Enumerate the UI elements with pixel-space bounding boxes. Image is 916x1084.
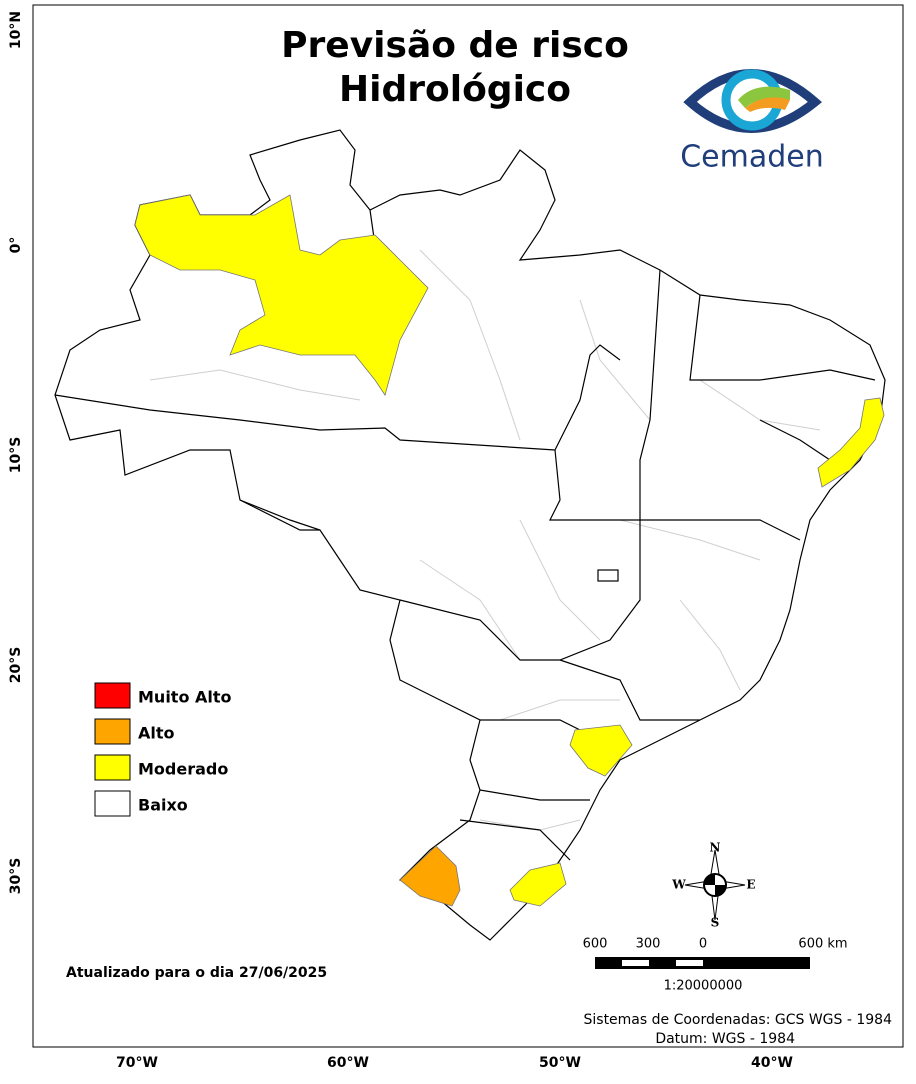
- lon-label: 60°W: [327, 1055, 369, 1071]
- scale-ratio: 1:20000000: [664, 979, 743, 994]
- legend-label: Muito Alto: [138, 688, 232, 707]
- legend-swatch: [94, 718, 131, 745]
- scale-label: 600 km: [798, 937, 847, 952]
- compass-letter: E: [746, 878, 755, 892]
- lat-label: 0°: [8, 237, 24, 254]
- scale-label: 300: [636, 937, 661, 952]
- scale-label: 600: [583, 937, 608, 952]
- scale-label: 0: [699, 937, 707, 952]
- datum: Datum: WGS - 1984: [655, 1031, 795, 1047]
- region-moderate: [569, 724, 633, 777]
- lon-label: 40°W: [751, 1055, 793, 1071]
- lon-labels: 70°W 60°W 50°W 40°W: [116, 1055, 793, 1071]
- title-line: Previsão de risco: [281, 25, 629, 66]
- lat-label: 10°N: [8, 11, 24, 49]
- legend-swatch: [94, 754, 131, 781]
- compass-letter: N: [710, 841, 721, 855]
- scale-bar: 600 300 0 600 km 1:20000000: [583, 937, 848, 994]
- logo-text: Cemaden: [680, 140, 824, 175]
- region-moderate: [817, 397, 885, 488]
- region-moderate: [134, 194, 429, 396]
- lat-label: 30°S: [8, 858, 24, 895]
- legend-label: Moderado: [138, 760, 228, 779]
- legend-swatch: [94, 790, 131, 817]
- lon-label: 50°W: [539, 1055, 581, 1071]
- legend: Muito Alto Alto Moderado Baixo: [94, 682, 232, 817]
- coordinate-system: Sistemas de Coordenadas: GCS WGS - 1984: [584, 1012, 893, 1028]
- update-date: Atualizado para o dia 27/06/2025: [66, 965, 327, 981]
- compass: N S E W: [671, 841, 755, 930]
- compass-letter: S: [711, 916, 720, 930]
- lon-label: 70°W: [116, 1055, 158, 1071]
- legend-label: Baixo: [138, 796, 188, 815]
- title-line: Hidrológico: [339, 69, 571, 110]
- lat-label: 10°S: [8, 437, 24, 474]
- legend-swatch: [94, 682, 131, 709]
- lat-label: 20°S: [8, 647, 24, 684]
- logo: Cemaden: [680, 69, 824, 175]
- compass-letter: W: [671, 878, 686, 892]
- lat-labels: 10°N 0° 10°S 20°S 30°S: [8, 11, 24, 894]
- region-moderate: [509, 862, 567, 907]
- region-high: [399, 845, 461, 907]
- legend-label: Alto: [138, 724, 175, 743]
